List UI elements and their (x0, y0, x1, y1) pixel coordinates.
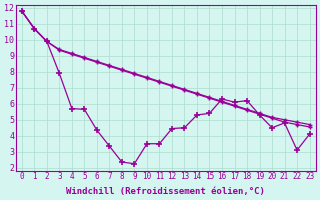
X-axis label: Windchill (Refroidissement éolien,°C): Windchill (Refroidissement éolien,°C) (66, 187, 265, 196)
